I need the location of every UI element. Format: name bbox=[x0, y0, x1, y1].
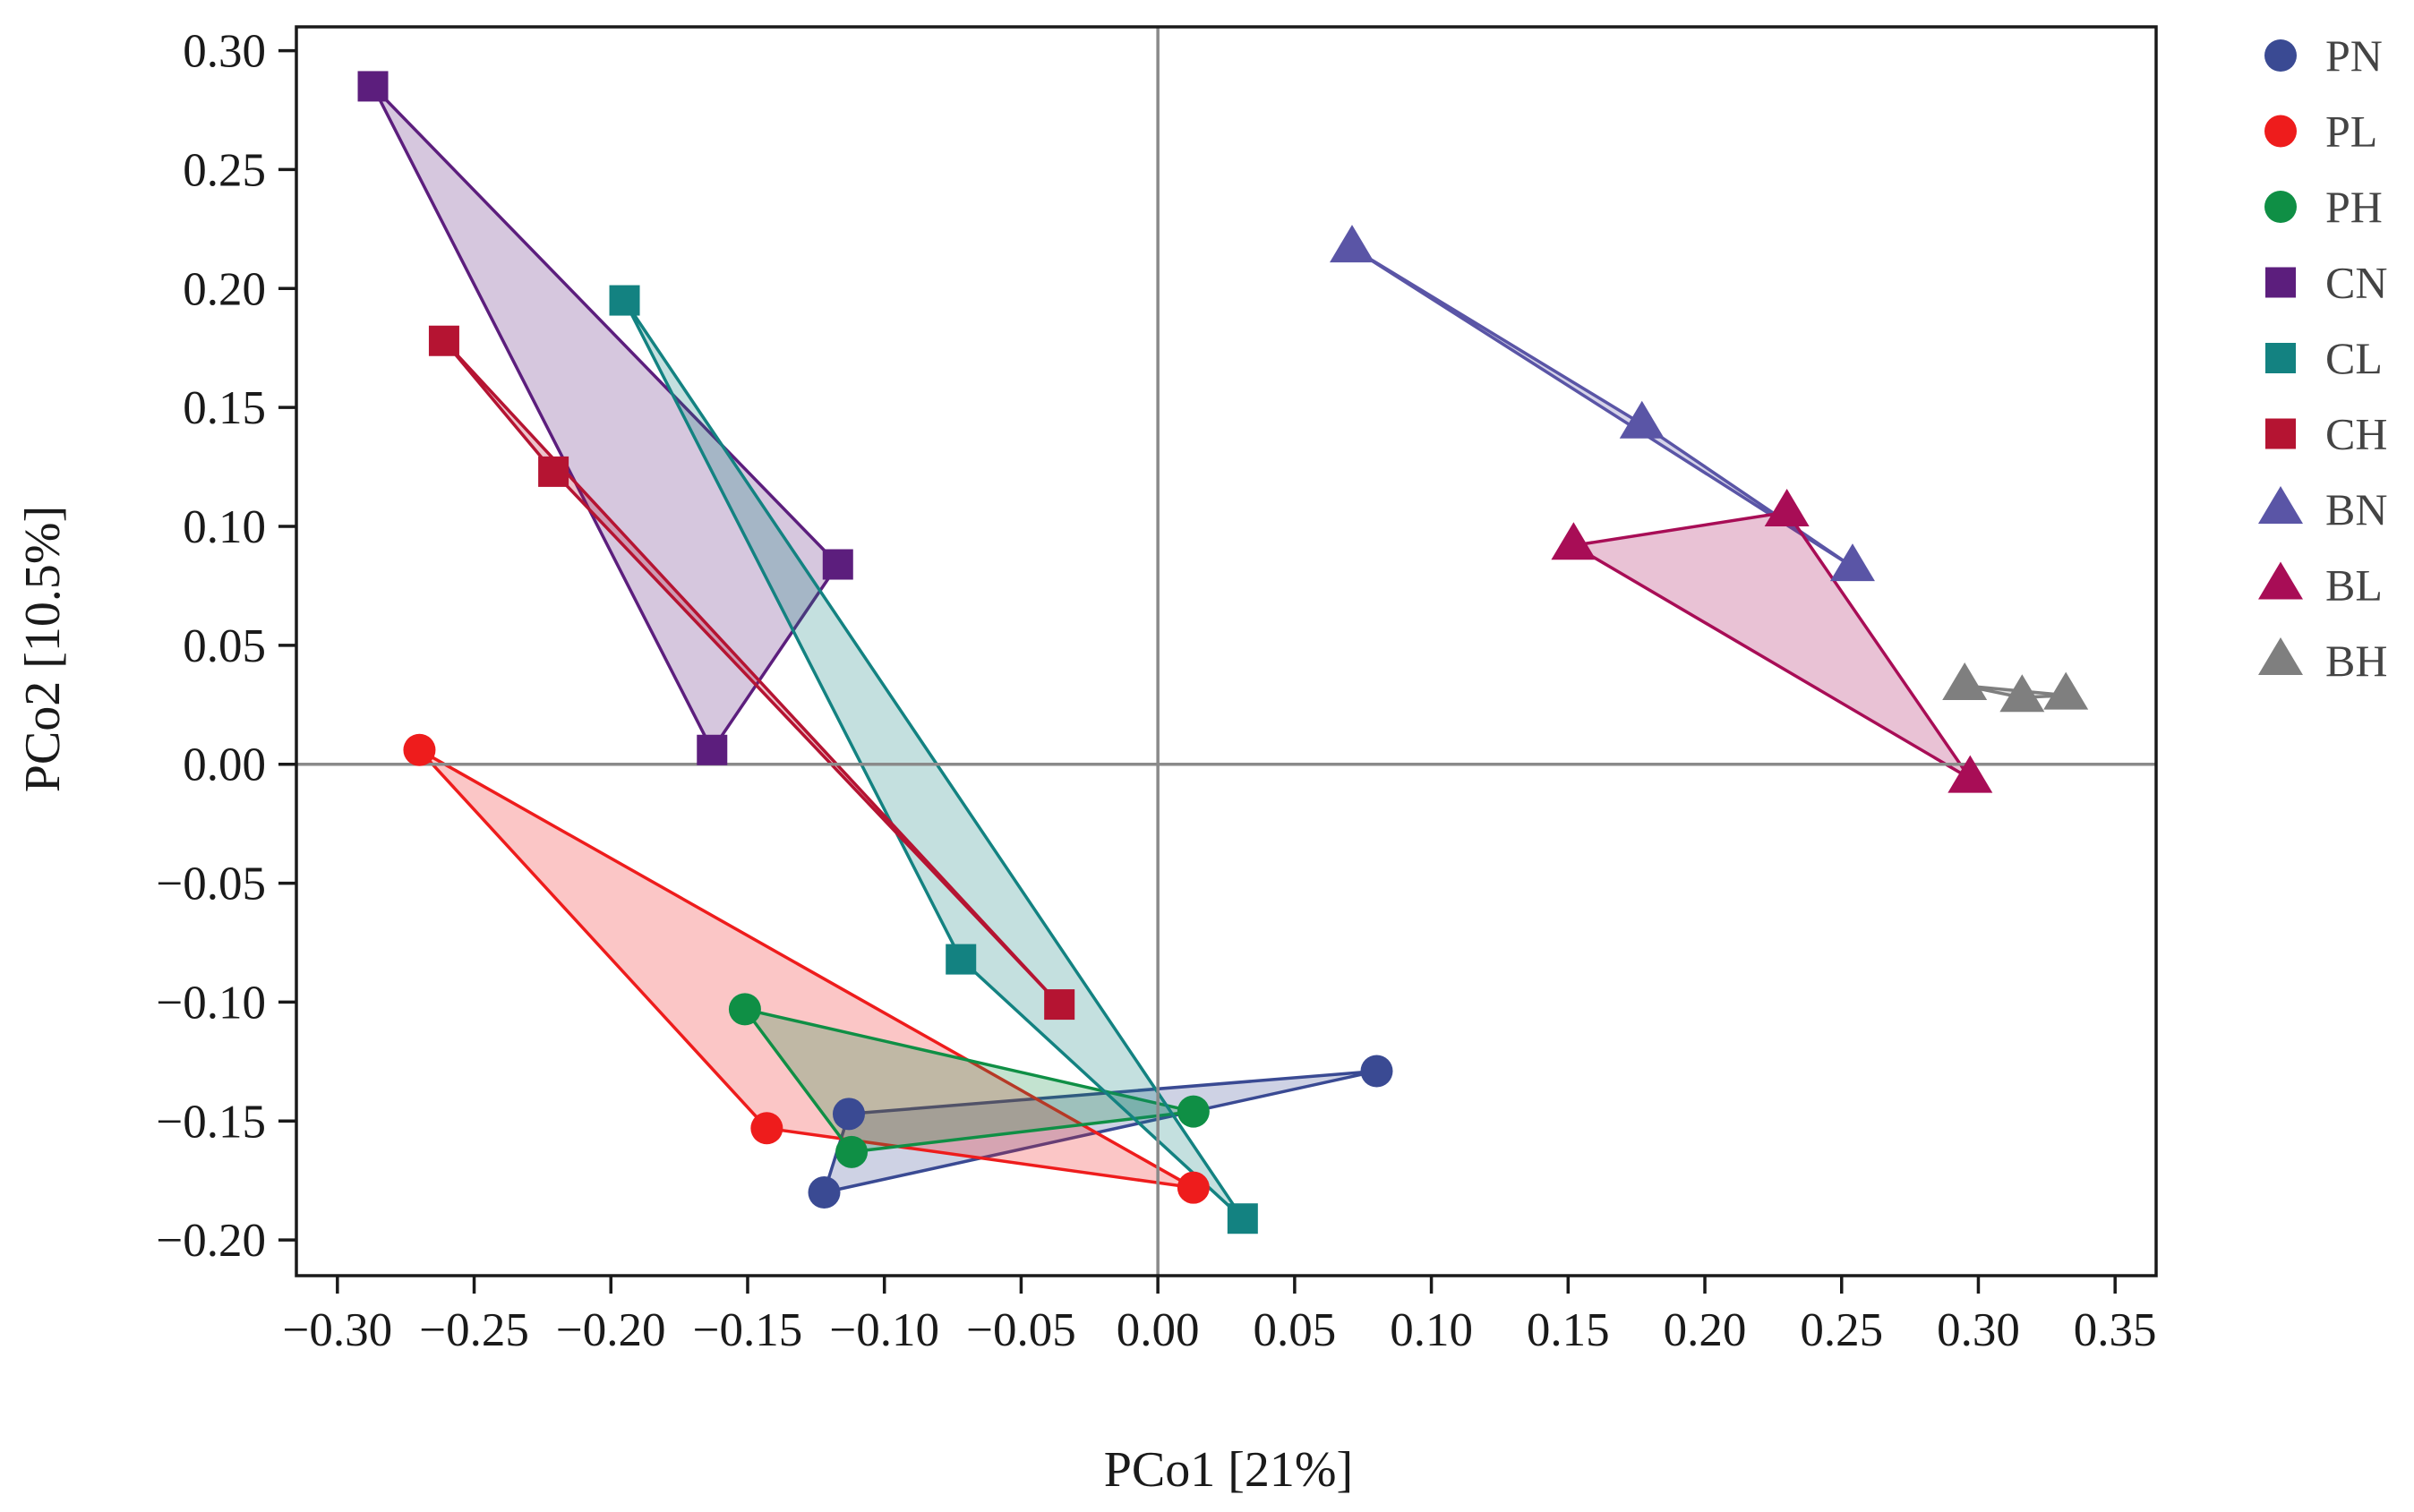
point-ch-3 bbox=[1044, 989, 1075, 1021]
x-tick-label: −0.10 bbox=[829, 1304, 939, 1356]
point-ph-1 bbox=[728, 993, 761, 1026]
point-cn-2 bbox=[822, 549, 853, 580]
point-ph-3 bbox=[1177, 1095, 1210, 1128]
y-tick-label: 0.15 bbox=[183, 382, 266, 434]
y-tick-label: 0.20 bbox=[183, 263, 266, 315]
x-tick-label: −0.05 bbox=[966, 1304, 1076, 1356]
point-cn-3 bbox=[697, 734, 728, 765]
y-tick-label: −0.15 bbox=[156, 1096, 266, 1148]
plot-frame bbox=[295, 25, 2158, 1277]
legend-marker-ch bbox=[2265, 418, 2296, 449]
legend-item-bh: BH bbox=[2258, 636, 2387, 686]
group-hulls bbox=[371, 84, 2067, 1220]
legend-label-cl: CL bbox=[2325, 333, 2383, 383]
legend-item-pn: PN bbox=[2264, 30, 2383, 81]
hull-cn bbox=[371, 84, 840, 752]
point-cn-1 bbox=[357, 71, 389, 102]
plot-border bbox=[295, 25, 2158, 1277]
y-tick-label: −0.20 bbox=[156, 1215, 266, 1267]
reference-lines bbox=[296, 27, 2156, 1276]
point-pl-2 bbox=[750, 1112, 783, 1145]
legend-item-ch: CH bbox=[2265, 409, 2387, 459]
y-tick-label: 0.30 bbox=[183, 26, 266, 78]
y-tick-label: 0.25 bbox=[183, 144, 266, 196]
hull-bn bbox=[1350, 246, 1854, 568]
legend-marker-cl bbox=[2265, 343, 2296, 373]
x-tick-label: −0.30 bbox=[282, 1304, 392, 1356]
point-bl-1 bbox=[1551, 522, 1596, 560]
legend-item-ph: PH bbox=[2264, 182, 2383, 232]
point-pl-3 bbox=[1177, 1171, 1210, 1204]
legend-marker-bh bbox=[2258, 636, 2303, 675]
point-bh-3 bbox=[2043, 671, 2089, 710]
hull-pl bbox=[417, 748, 1195, 1190]
legend-label-pn: PN bbox=[2325, 30, 2383, 81]
legend-marker-bl bbox=[2258, 561, 2303, 600]
legend-label-bh: BH bbox=[2325, 636, 2387, 686]
legend-label-ch: CH bbox=[2325, 409, 2387, 459]
x-tick-label: 0.00 bbox=[1117, 1304, 1200, 1356]
point-pn-3 bbox=[1360, 1055, 1393, 1088]
hull-bl bbox=[1571, 510, 1973, 781]
legend-item-cn: CN bbox=[2265, 258, 2387, 308]
y-tick-label: 0.10 bbox=[183, 501, 266, 553]
y-tick-label: −0.10 bbox=[156, 977, 266, 1029]
x-tick-label: −0.20 bbox=[556, 1304, 666, 1356]
point-bl-2 bbox=[1764, 489, 1810, 527]
point-bn-2 bbox=[1619, 400, 1665, 439]
point-bh-1 bbox=[1942, 662, 1988, 700]
y-tick-label: 0.00 bbox=[183, 739, 266, 791]
legend-marker-ph bbox=[2264, 191, 2297, 223]
legend-marker-bn bbox=[2258, 485, 2303, 524]
x-tick-label: 0.05 bbox=[1253, 1304, 1336, 1356]
legend-marker-pn bbox=[2264, 39, 2297, 72]
y-axis-label: PCo2 [10.5%] bbox=[15, 506, 71, 792]
point-bl-3 bbox=[1947, 755, 1993, 793]
x-tick-label: 0.15 bbox=[1527, 1304, 1610, 1356]
point-pn-1 bbox=[832, 1098, 865, 1131]
x-tick-label: 0.25 bbox=[1800, 1304, 1883, 1356]
legend-label-ph: PH bbox=[2325, 182, 2383, 232]
legend-label-bn: BN bbox=[2325, 484, 2387, 534]
x-axis-ticks: −0.30 −0.25 −0.20 −0.15 −0.10 −0.05 0.00 0.05 0.… bbox=[282, 1276, 2157, 1356]
point-cl-1 bbox=[609, 285, 640, 316]
hull-ch bbox=[442, 338, 1061, 1006]
y-axis-ticks: −0.20 −0.15 −0.10 −0.05 0.00 0.05 0.10 0.15 0.20… bbox=[156, 26, 296, 1267]
x-axis-label: PCo1 [21%] bbox=[1104, 1442, 1353, 1498]
x-tick-label: 0.20 bbox=[1664, 1304, 1747, 1356]
point-pl-1 bbox=[403, 733, 436, 766]
legend-item-bl: BL bbox=[2258, 560, 2383, 611]
y-tick-label: 0.05 bbox=[183, 620, 266, 672]
x-tick-label: 0.35 bbox=[2074, 1304, 2157, 1356]
legend-item-pl: PL bbox=[2264, 107, 2377, 157]
x-tick-label: 0.10 bbox=[1390, 1304, 1473, 1356]
point-bn-3 bbox=[1829, 543, 1875, 582]
x-tick-label: −0.15 bbox=[693, 1304, 803, 1356]
point-bn-1 bbox=[1330, 225, 1375, 263]
legend-label-pl: PL bbox=[2325, 107, 2377, 157]
point-cl-3 bbox=[1227, 1203, 1258, 1234]
point-bh-2 bbox=[1999, 674, 2045, 713]
hull-cl bbox=[622, 298, 1245, 1220]
point-ch-2 bbox=[538, 456, 569, 487]
data-points bbox=[357, 71, 2089, 1234]
x-tick-label: 0.30 bbox=[1937, 1304, 2020, 1356]
point-cl-2 bbox=[946, 944, 977, 975]
y-tick-label: −0.05 bbox=[156, 859, 266, 910]
legend-label-bl: BL bbox=[2325, 560, 2383, 611]
legend-marker-pl bbox=[2264, 115, 2297, 148]
legend-item-bn: BN bbox=[2258, 484, 2387, 534]
x-tick-label: −0.25 bbox=[419, 1304, 529, 1356]
point-ph-2 bbox=[835, 1135, 869, 1168]
legend-item-cl: CL bbox=[2265, 333, 2383, 383]
point-pn-2 bbox=[808, 1176, 841, 1209]
point-ch-1 bbox=[428, 325, 459, 356]
legend: PN PL PH CN CL CH BN BL BH bbox=[2258, 30, 2387, 686]
legend-label-cn: CN bbox=[2325, 258, 2387, 308]
legend-marker-cn bbox=[2265, 267, 2296, 298]
